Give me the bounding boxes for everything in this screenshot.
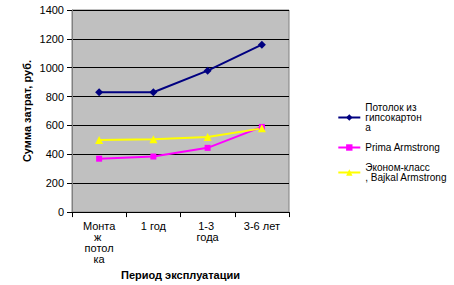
svg-text:Эконом-класс: Эконом-класс xyxy=(365,162,430,173)
svg-text:года: года xyxy=(197,231,220,243)
svg-text:, Bajkal Armstrong: , Bajkal Armstrong xyxy=(365,172,446,183)
svg-text:1200: 1200 xyxy=(40,33,64,45)
svg-text:а: а xyxy=(365,122,371,133)
svg-text:600: 600 xyxy=(46,119,64,131)
svg-text:Сумма затрат, руб.: Сумма затрат, руб. xyxy=(21,60,33,162)
svg-text:400: 400 xyxy=(46,148,64,160)
svg-text:200: 200 xyxy=(46,177,64,189)
svg-text:800: 800 xyxy=(46,91,64,103)
svg-text:Prima Armstrong: Prima Armstrong xyxy=(365,142,439,153)
svg-text:Потолок из: Потолок из xyxy=(365,102,420,113)
svg-text:1400: 1400 xyxy=(40,4,64,16)
svg-text:потол: потол xyxy=(84,241,114,254)
svg-text:1-3: 1-3 xyxy=(198,219,218,232)
svg-text:ж: ж xyxy=(93,230,105,243)
svg-text:гипсокартон: гипсокартон xyxy=(365,112,421,123)
svg-text:3-6 лет: 3-6 лет xyxy=(244,220,280,232)
svg-text:1 год: 1 год xyxy=(141,220,167,232)
svg-text:0: 0 xyxy=(58,206,64,218)
svg-text:ка: ка xyxy=(94,253,106,265)
svg-text:Монта: Монта xyxy=(82,219,116,232)
svg-text:1000: 1000 xyxy=(40,62,64,74)
svg-text:Период эксплуатации: Период эксплуатации xyxy=(121,269,240,281)
